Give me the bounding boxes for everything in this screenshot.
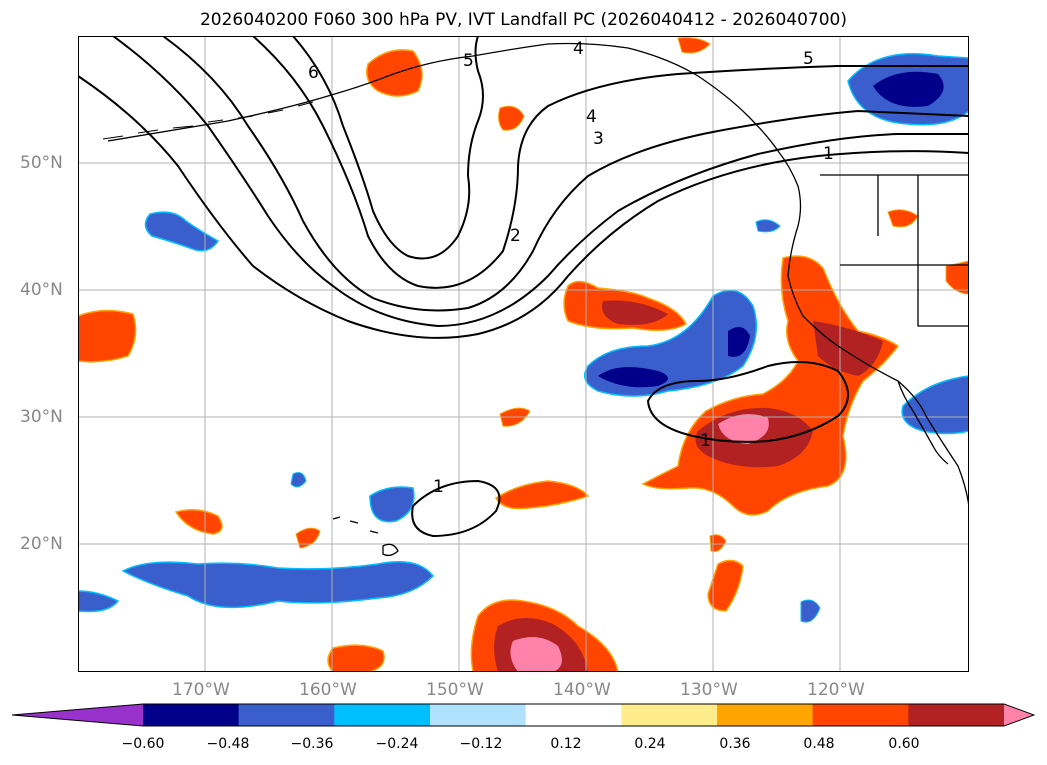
negative-region-ne-core <box>873 71 944 107</box>
lat-tick-40n: 40°N <box>20 280 63 300</box>
lon-tick-170w: 170°W <box>172 680 230 700</box>
negative-region-small-3 <box>755 219 781 233</box>
positive-region-small-f <box>707 559 744 612</box>
colorbar-tick-4: −0.24 <box>375 736 419 752</box>
colorbar-tick-6: 0.12 <box>550 736 582 752</box>
positive-region-small-d <box>295 527 321 549</box>
lat-tick-50n: 50°N <box>20 153 63 173</box>
negative-region-baja <box>901 375 969 435</box>
contour-label-2: 2 <box>510 226 521 246</box>
positive-region-small-e <box>709 534 727 552</box>
negative-region-central-core2 <box>728 327 750 357</box>
colorbar-segment <box>238 704 335 726</box>
contour-label-4a: 4 <box>573 39 584 59</box>
colorbar-segment <box>621 704 718 726</box>
positive-region-40n-core <box>602 300 668 325</box>
colorbar-tick-8: 0.36 <box>719 736 751 752</box>
hawaiian-islands <box>332 516 399 557</box>
positive-region-south-peak <box>510 637 562 672</box>
colorbar-segment <box>430 704 527 726</box>
lon-tick-140w: 140°W <box>553 680 611 700</box>
lon-tick-160w: 160°W <box>299 680 357 700</box>
lat-tick-30n: 30°N <box>20 407 63 427</box>
contour-label-1-central: 1 <box>700 431 711 451</box>
contour-labels: 6 5 4 4 3 2 1 5 1 1 <box>308 39 834 497</box>
contour-label-6: 6 <box>308 63 319 83</box>
contour-label-3: 3 <box>593 129 604 149</box>
lon-tick-150w: 150°W <box>426 680 484 700</box>
positive-region-bering <box>366 49 423 97</box>
pv-contour-6 <box>112 36 969 328</box>
coastline-alaska <box>107 42 969 507</box>
contour-label-5b: 5 <box>803 49 814 69</box>
colorbar-tick-7: 0.24 <box>634 736 666 752</box>
pv-contour-inner <box>292 36 484 260</box>
colorbar-extend-max <box>1004 704 1034 726</box>
contour-label-1-hawaii: 1 <box>433 477 444 497</box>
pv-contour-1 <box>411 479 501 538</box>
colorbar-segment <box>525 704 622 726</box>
pv-contours <box>78 36 969 538</box>
colorbar-tick-9: 0.48 <box>803 736 835 752</box>
positive-region-south-small <box>327 644 385 672</box>
colorbar-segment <box>143 704 240 726</box>
negative-region-small-1 <box>290 472 307 488</box>
coastline-baja <box>897 380 949 465</box>
colorbar <box>12 703 1035 727</box>
lat-tick-20n: 20°N <box>20 534 63 554</box>
colorbar-segment <box>717 704 814 726</box>
colorbar-tick-10: 0.60 <box>888 736 920 752</box>
colorbar-tick-1: −0.60 <box>121 736 165 752</box>
colorbar-extend-min <box>12 704 143 726</box>
pv-contour-1b <box>646 361 849 443</box>
negative-region-small-2 <box>800 599 821 623</box>
positive-region-main-peak <box>718 414 769 444</box>
pv-contour-6b <box>162 36 969 312</box>
colorbar-tick-3: −0.36 <box>290 736 334 752</box>
colorbar-outline <box>12 703 1035 727</box>
contour-label-1: 1 <box>823 144 834 164</box>
positive-region-25n <box>495 480 590 510</box>
negative-region-hawaii-ne <box>369 486 415 523</box>
positive-region-gulf <box>498 105 525 131</box>
positive-region-north-small <box>677 37 711 54</box>
lon-tick-130w: 130°W <box>680 680 738 700</box>
negative-region-south-band <box>121 561 434 609</box>
state-borders <box>840 175 969 327</box>
colorbar-segment <box>908 704 1005 726</box>
colorbar-segment <box>812 704 909 726</box>
positive-region-main-core2 <box>813 321 883 376</box>
positive-region-west <box>78 309 137 363</box>
colorbar-segment <box>334 704 431 726</box>
contour-label-4b: 4 <box>586 107 597 127</box>
negative-region-west-edge <box>78 590 120 613</box>
gridlines <box>78 36 969 672</box>
shaded-anomalies <box>78 37 969 672</box>
negative-region-170w <box>144 211 220 252</box>
pv-contour-outer <box>78 75 969 339</box>
map-panel: 6 5 4 4 3 2 1 5 1 1 <box>78 36 969 672</box>
pv-contour-5 <box>252 36 969 289</box>
map-title: 2026040200 F060 300 hPa PV, IVT Landfall… <box>199 10 847 30</box>
negative-region-central-core <box>598 367 668 388</box>
colorbar-tick-2: −0.48 <box>206 736 250 752</box>
coastlines <box>107 42 969 507</box>
map-border <box>78 36 969 672</box>
lon-tick-120w: 120°W <box>807 680 865 700</box>
positive-region-small-c <box>174 509 223 535</box>
contour-label-5: 5 <box>463 51 474 71</box>
colorbar-tick-5: −0.12 <box>459 736 503 752</box>
